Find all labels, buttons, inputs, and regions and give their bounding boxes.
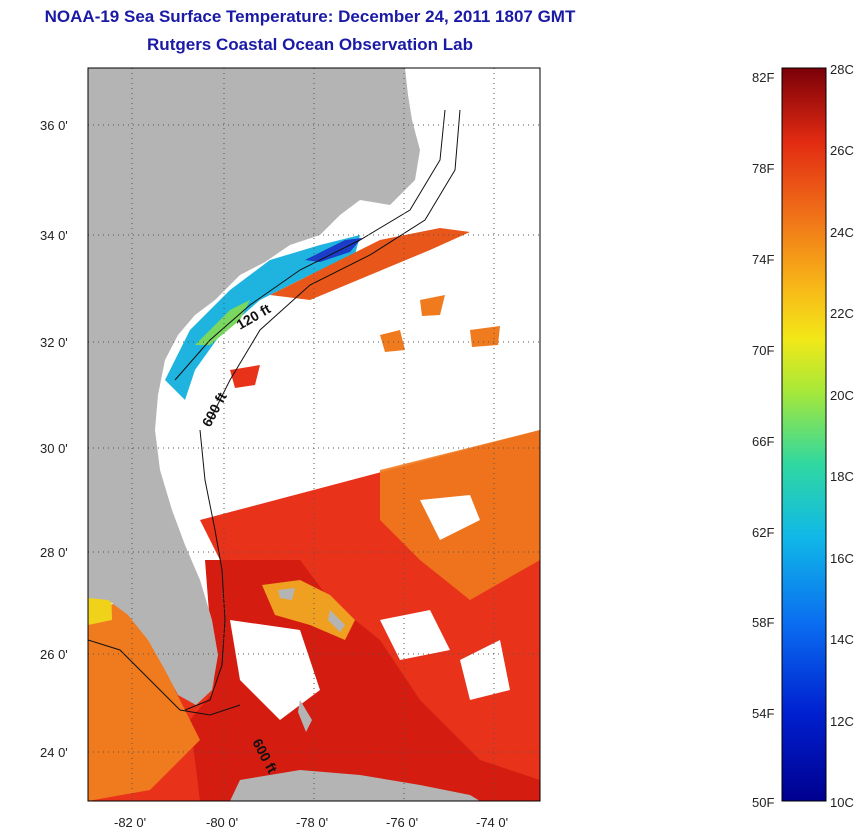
lat-tick-label: 36 0' (40, 118, 68, 133)
lat-tick-label: 28 0' (40, 545, 68, 560)
green-water-shelf (195, 300, 250, 345)
colorbar-c-label: 24C (830, 225, 854, 240)
lat-tick-label: 32 0' (40, 335, 68, 350)
colorbar-c-label: 14C (830, 632, 854, 647)
colorbar-c-label: 22C (830, 306, 854, 321)
cold-water-coast (305, 238, 362, 262)
gulf-water (88, 600, 200, 801)
lon-tick-label: -78 0' (296, 815, 328, 830)
temperature-colorbar: 82F 78F 74F 70F 66F 62F 58F 54F 50F 28C … (752, 62, 854, 810)
colorbar-c-label: 20C (830, 388, 854, 403)
lon-tick-label: -76 0' (386, 815, 418, 830)
latitude-axis: 36 0' 34 0' 32 0' 30 0' 28 0' 26 0' 24 0… (40, 118, 68, 760)
lat-tick-label: 24 0' (40, 745, 68, 760)
colorbar-gradient (781, 67, 827, 802)
colorbar-c-label: 10C (830, 795, 854, 810)
contour-120ft (174, 109, 446, 381)
colorbar-fahrenheit-labels: 82F 78F 74F 70F 66F 62F 58F 54F 50F (752, 70, 774, 810)
colorbar-c-label: 28C (830, 62, 854, 77)
colorbar-c-label: 12C (830, 714, 854, 729)
colorbar-c-label: 16C (830, 551, 854, 566)
sst-map: 120 ft 600 ft 600 ft 36 0' 34 0' 32 0' 3… (40, 67, 541, 830)
lat-tick-label: 26 0' (40, 647, 68, 662)
colorbar-c-label: 18C (830, 469, 854, 484)
lon-tick-label: -80 0' (206, 815, 238, 830)
contour-600ft (209, 109, 461, 421)
lon-tick-label: -74 0' (476, 815, 508, 830)
colorbar-celsius-labels: 28C 26C 24C 22C 20C 18C 16C 14C 12C 10C (830, 62, 854, 810)
colorbar-f-label: 62F (752, 525, 774, 540)
land-southeast-us (88, 68, 420, 705)
lon-tick-label: -82 0' (114, 815, 146, 830)
colorbar-f-label: 66F (752, 434, 774, 449)
colorbar-f-label: 54F (752, 706, 774, 721)
map-subtitle: Rutgers Coastal Ocean Observation Lab (147, 35, 473, 54)
colorbar-c-label: 26C (830, 143, 854, 158)
colorbar-f-label: 50F (752, 795, 774, 810)
contour-florida-shelf (184, 429, 226, 711)
colorbar-f-label: 78F (752, 161, 774, 176)
graticule (88, 68, 540, 801)
warm-water-shelf-edge (270, 228, 470, 300)
colorbar-f-label: 82F (752, 70, 774, 85)
longitude-axis: -82 0' -80 0' -78 0' -76 0' -74 0' (114, 815, 508, 830)
land-cuba (230, 770, 480, 801)
lat-tick-label: 30 0' (40, 441, 68, 456)
hot-water-florida-current (190, 560, 540, 801)
colorbar-f-label: 70F (752, 343, 774, 358)
lat-tick-label: 34 0' (40, 228, 68, 243)
map-title: NOAA-19 Sea Surface Temperature: Decembe… (44, 7, 576, 26)
colorbar-f-label: 74F (752, 252, 774, 267)
colorbar-f-label: 58F (752, 615, 774, 630)
